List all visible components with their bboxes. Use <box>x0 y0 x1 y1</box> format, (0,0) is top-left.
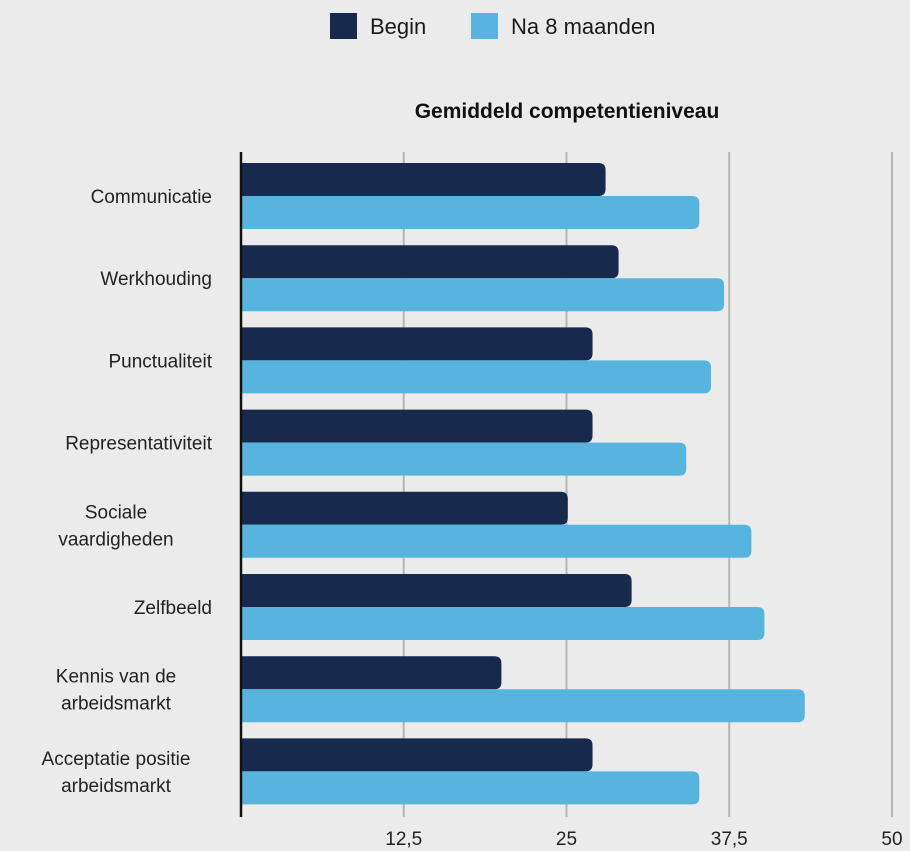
category-label: Zelfbeeld <box>134 598 212 619</box>
bar-na-8-maanden-acceptatie-positie-arbeidsmarkt <box>241 771 700 805</box>
bar-na-8-maanden-sociale-vaardigheden <box>241 524 752 558</box>
category-label-line: Representativiteit <box>65 434 213 455</box>
bar-begin-zelfbeeld <box>241 574 632 607</box>
bars <box>241 163 805 805</box>
bar-begin-communicatie <box>241 163 606 196</box>
bar-na-8-maanden-werkhouding <box>241 278 725 312</box>
category-label: Communicatie <box>91 187 212 208</box>
x-tick-label: 12,5 <box>385 829 422 850</box>
x-tick-label: 50 <box>881 829 902 850</box>
x-tick-label: 37,5 <box>711 829 748 850</box>
category-label-line: Kennis van de <box>56 667 176 688</box>
category-label: Representativiteit <box>65 434 213 455</box>
legend-label-na-8-maanden: Na 8 maanden <box>511 14 655 39</box>
category-label-line: arbeidsmarkt <box>61 694 172 715</box>
bar-na-8-maanden-kennis-van-de-arbeidsmarkt <box>241 689 805 723</box>
bar-begin-punctualiteit <box>241 327 593 361</box>
category-label-line: Communicatie <box>91 187 212 208</box>
x-tick-labels: 12,5 25 37,5 50 <box>385 829 902 850</box>
legend: Begin Na 8 maanden <box>330 13 655 39</box>
category-label: Acceptatie positie arbeidsmarkt <box>42 749 191 797</box>
bar-na-8-maanden-communicatie <box>241 196 700 229</box>
bar-na-8-maanden-representativiteit <box>241 442 687 476</box>
bar-begin-kennis-van-de-arbeidsmarkt <box>241 656 502 690</box>
category-label-line: arbeidsmarkt <box>61 776 172 797</box>
chart-title: Gemiddeld competentieniveau <box>415 100 720 123</box>
category-label: Kennis van de arbeidsmarkt <box>56 667 176 715</box>
bar-begin-representativiteit <box>241 409 593 443</box>
category-label-line: Zelfbeeld <box>134 598 212 619</box>
category-label-line: Acceptatie positie <box>42 749 191 770</box>
category-label-line: Punctualiteit <box>108 351 212 372</box>
legend-swatch-na-8-maanden <box>471 13 498 39</box>
category-label: Werkhouding <box>100 269 212 290</box>
bar-na-8-maanden-zelfbeeld <box>241 607 765 640</box>
bar-begin-acceptatie-positie-arbeidsmarkt <box>241 738 593 772</box>
bar-begin-werkhouding <box>241 245 619 279</box>
legend-label-begin: Begin <box>370 14 426 39</box>
x-tick-label: 25 <box>556 829 577 850</box>
legend-swatch-begin <box>330 13 357 39</box>
bar-begin-sociale-vaardigheden <box>241 491 568 525</box>
bar-na-8-maanden-punctualiteit <box>241 360 712 394</box>
category-label: Sociale vaardigheden <box>58 502 173 550</box>
category-label-line: vaardigheden <box>58 529 173 550</box>
category-labels: Communicatie Werkhouding Punctualiteit Repr… <box>42 187 213 797</box>
category-label-line: Sociale <box>85 502 147 523</box>
category-label: Punctualiteit <box>108 351 212 372</box>
category-label-line: Werkhouding <box>100 269 212 290</box>
